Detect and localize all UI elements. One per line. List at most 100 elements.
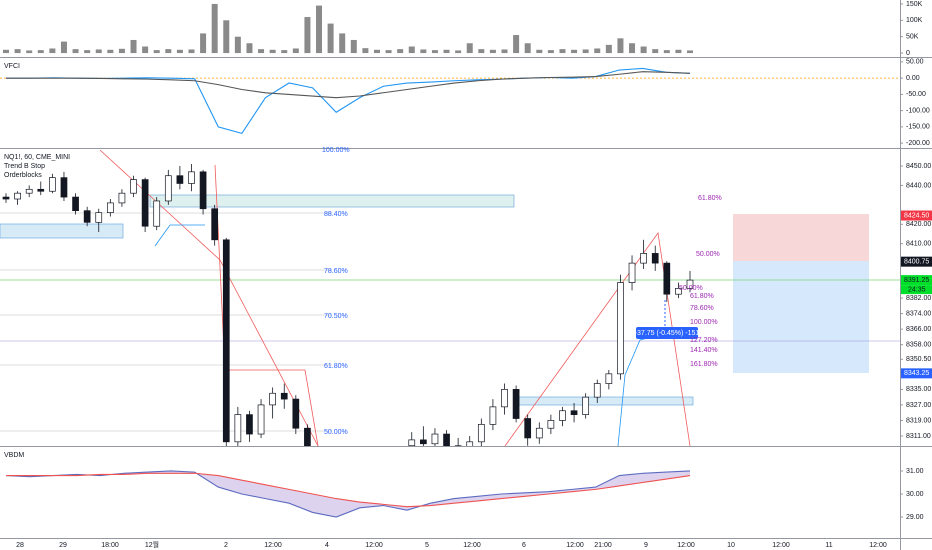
pane-title: VFCI bbox=[4, 63, 20, 70]
y-tick-label: -50.00 bbox=[906, 91, 926, 98]
candle-body bbox=[280, 392, 288, 400]
y-tick-label: 8311.00 bbox=[906, 433, 931, 440]
candle-body bbox=[628, 262, 636, 283]
candle-body bbox=[443, 433, 450, 446]
candle-body bbox=[651, 253, 659, 264]
volume-bar bbox=[397, 49, 404, 54]
orderblock bbox=[514, 396, 694, 406]
y-tick-label: 8440.00 bbox=[906, 182, 931, 189]
candle-body bbox=[408, 439, 416, 446]
candle-body bbox=[570, 410, 578, 415]
y-tick-label: 8410.00 bbox=[906, 241, 931, 248]
y-tick-label: 8319.00 bbox=[906, 417, 931, 424]
candle-body bbox=[582, 396, 590, 415]
volume-bar bbox=[489, 49, 496, 54]
candle-body bbox=[512, 389, 520, 419]
volume-bar bbox=[339, 33, 346, 54]
candle-body bbox=[2, 196, 10, 200]
y-tick-label: 0.00 bbox=[906, 75, 920, 82]
fib-label: 70.50% bbox=[324, 313, 348, 320]
volume-bar bbox=[455, 50, 462, 54]
fib-label: 78.60% bbox=[690, 305, 714, 312]
y-tick-label: 31.00 bbox=[906, 468, 924, 475]
y-tick-label: 150K bbox=[906, 1, 923, 8]
price-tag bbox=[901, 368, 932, 379]
trend-stop bbox=[154, 224, 205, 247]
volume-bar bbox=[385, 50, 392, 54]
y-tick-label: 50.00 bbox=[906, 59, 924, 66]
stop-zone bbox=[733, 214, 869, 261]
candle-body bbox=[60, 177, 68, 198]
measure-box bbox=[636, 327, 698, 339]
price-tag-label: 8391.25 bbox=[904, 277, 929, 284]
y-tick-label: -100.00 bbox=[906, 107, 930, 114]
volume-bar bbox=[211, 3, 218, 54]
volume-bar bbox=[246, 43, 253, 54]
y-tick-label: 8374.00 bbox=[906, 310, 931, 317]
volume-bar bbox=[443, 49, 450, 54]
x-tick-label: 28 bbox=[16, 542, 24, 549]
volume-bar bbox=[431, 50, 438, 54]
volume-bar bbox=[292, 48, 299, 54]
volume-bar bbox=[617, 38, 624, 54]
volume-bar bbox=[687, 50, 693, 54]
volume-bar bbox=[640, 46, 647, 54]
x-tick-label: 9 bbox=[644, 542, 648, 549]
candle-body bbox=[188, 171, 195, 184]
y-tick-label: 8366.00 bbox=[906, 326, 931, 333]
trend-line bbox=[504, 231, 691, 447]
candle-body bbox=[454, 445, 462, 446]
candle-body bbox=[25, 188, 33, 194]
candle-body bbox=[257, 404, 265, 435]
candle-body bbox=[547, 420, 555, 429]
indicator-line bbox=[5, 470, 691, 518]
fib-label: 141.40% bbox=[690, 347, 718, 354]
candle-body bbox=[686, 279, 694, 289]
x-tick-label: 12:00 bbox=[463, 542, 481, 549]
y-tick-label: 8350.50 bbox=[906, 356, 931, 363]
candle-body bbox=[14, 192, 21, 200]
candle-body bbox=[501, 389, 508, 408]
x-tick-label: 21:00 bbox=[594, 542, 612, 549]
candle-body bbox=[593, 383, 601, 398]
volume-bar bbox=[420, 49, 427, 54]
candle-body bbox=[118, 192, 126, 204]
volume-bar bbox=[605, 44, 612, 54]
y-tick-label: 8382.00 bbox=[906, 295, 931, 302]
volume-bar bbox=[153, 50, 160, 54]
volume-bar bbox=[629, 43, 636, 54]
volume-bar bbox=[478, 49, 485, 54]
fib-label: 50.00% bbox=[324, 429, 348, 436]
fib-label: 61.80% bbox=[690, 293, 714, 300]
candle-body bbox=[269, 392, 276, 406]
y-tick-label: 30.00 bbox=[906, 491, 924, 498]
x-tick-label: 18:00 bbox=[101, 542, 119, 549]
price-tag bbox=[901, 210, 932, 221]
candle-body bbox=[222, 239, 230, 443]
candle-body bbox=[246, 414, 253, 435]
x-tick-label: 12:00 bbox=[677, 542, 695, 549]
x-tick-label: 12:00 bbox=[566, 542, 584, 549]
candle-body bbox=[176, 175, 184, 184]
volume-bar bbox=[524, 43, 531, 54]
candle-body bbox=[431, 433, 439, 445]
candle-body bbox=[605, 373, 613, 384]
volume-bar bbox=[327, 23, 334, 54]
x-tick-label: 12:00 bbox=[772, 542, 790, 549]
countdown-box bbox=[901, 285, 932, 295]
volume-bar bbox=[559, 49, 566, 54]
candle-body bbox=[234, 414, 242, 443]
volume-bar bbox=[663, 50, 670, 54]
x-tick-label: 12:00 bbox=[365, 542, 383, 549]
volume-bar bbox=[675, 49, 682, 54]
candle-body bbox=[304, 427, 311, 446]
candle-body bbox=[106, 202, 114, 213]
volume-bar bbox=[373, 49, 380, 54]
x-tick-label: 4 bbox=[325, 542, 329, 549]
candle-body bbox=[49, 177, 56, 192]
candle-body bbox=[675, 288, 682, 295]
y-tick-label: 8327.00 bbox=[906, 402, 931, 409]
candle-body bbox=[211, 208, 219, 241]
price-tag bbox=[901, 256, 932, 267]
